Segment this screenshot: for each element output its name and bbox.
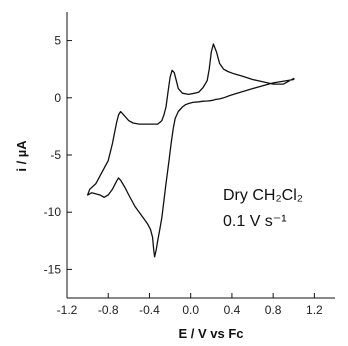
- y-tick-label: -10: [44, 205, 62, 219]
- y-ticks: 5 0 -5 -10 -15: [44, 34, 72, 276]
- annotation-solvent: Dry CH₂Cl₂: [223, 187, 303, 204]
- x-tick-label: 0.0: [182, 303, 199, 317]
- plot-area: [86, 43, 295, 258]
- x-axis-label: E / V vs Fc: [178, 326, 243, 341]
- x-tick-label: 0.4: [224, 303, 241, 317]
- x-tick-label: 0.8: [265, 303, 282, 317]
- annotation-scan-rate: 0.1 V s⁻¹: [223, 213, 287, 230]
- cv-curve: [86, 43, 295, 258]
- y-tick-label: 5: [54, 34, 61, 48]
- y-tick-label: -15: [44, 262, 62, 276]
- x-ticks: -1.2 -0.8 -0.4 0.0 0.4 0.8 1.2: [57, 293, 323, 317]
- y-tick-label: 0: [54, 91, 61, 105]
- axes: 5 0 -5 -10 -15 -1.2 -0.8 -0.4 0.0 0.4 0.8 1.2: [44, 12, 335, 317]
- y-axis-label: i / µA: [14, 140, 29, 172]
- y-tick-label: -5: [50, 148, 61, 162]
- x-tick-label: 1.2: [306, 303, 323, 317]
- x-tick-label: -0.8: [98, 303, 119, 317]
- x-tick-label: -1.2: [57, 303, 78, 317]
- x-tick-label: -0.4: [139, 303, 160, 317]
